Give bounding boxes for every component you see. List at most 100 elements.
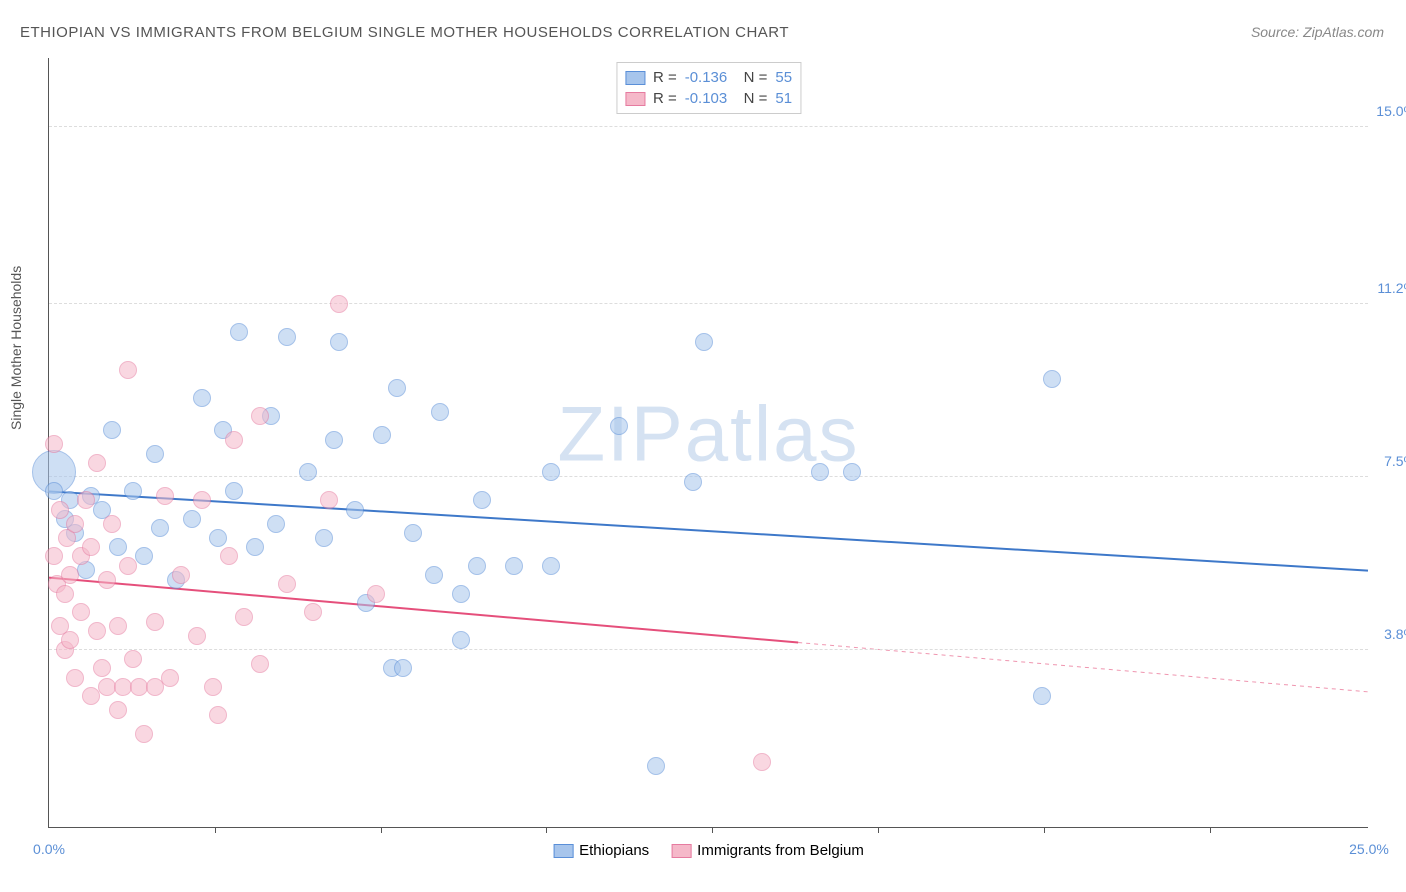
data-point bbox=[452, 631, 470, 649]
data-point bbox=[98, 571, 116, 589]
plot-area: ZIPatlas R = -0.136 N = 55R = -0.103 N =… bbox=[48, 58, 1368, 828]
data-point bbox=[811, 463, 829, 481]
data-point bbox=[278, 575, 296, 593]
chart-title: ETHIOPIAN VS IMMIGRANTS FROM BELGIUM SIN… bbox=[20, 24, 789, 41]
stats-r-value: -0.136 bbox=[685, 69, 728, 86]
data-point bbox=[66, 515, 84, 533]
data-point bbox=[251, 407, 269, 425]
legend: Ethiopians Immigrants from Belgium bbox=[553, 842, 864, 859]
data-point bbox=[66, 669, 84, 687]
data-point bbox=[299, 463, 317, 481]
legend-label: Immigrants from Belgium bbox=[697, 842, 864, 859]
data-point bbox=[320, 491, 338, 509]
data-point bbox=[45, 435, 63, 453]
data-point bbox=[394, 659, 412, 677]
data-point bbox=[373, 426, 391, 444]
data-point bbox=[684, 473, 702, 491]
data-point bbox=[204, 678, 222, 696]
data-point bbox=[82, 687, 100, 705]
x-tick bbox=[712, 827, 713, 833]
data-point bbox=[346, 501, 364, 519]
legend-swatch bbox=[671, 844, 691, 858]
data-point bbox=[146, 678, 164, 696]
data-point bbox=[315, 529, 333, 547]
data-point bbox=[109, 617, 127, 635]
data-point bbox=[56, 585, 74, 603]
gridline bbox=[49, 476, 1368, 477]
data-point bbox=[119, 557, 137, 575]
data-point bbox=[161, 669, 179, 687]
data-point bbox=[542, 557, 560, 575]
data-point bbox=[109, 701, 127, 719]
data-point bbox=[51, 501, 69, 519]
legend-swatch bbox=[553, 844, 573, 858]
stats-n-label: N = bbox=[735, 90, 767, 107]
data-point bbox=[278, 328, 296, 346]
data-point bbox=[235, 608, 253, 626]
data-point bbox=[225, 482, 243, 500]
data-point bbox=[124, 650, 142, 668]
data-point bbox=[325, 431, 343, 449]
data-point bbox=[146, 613, 164, 631]
data-point bbox=[124, 482, 142, 500]
stats-n-value: 55 bbox=[775, 69, 792, 86]
x-tick bbox=[215, 827, 216, 833]
data-point bbox=[468, 557, 486, 575]
data-point bbox=[452, 585, 470, 603]
data-point bbox=[330, 295, 348, 313]
data-point bbox=[103, 421, 121, 439]
data-point bbox=[404, 524, 422, 542]
data-point bbox=[193, 491, 211, 509]
stats-row: R = -0.103 N = 51 bbox=[625, 88, 792, 109]
data-point bbox=[225, 431, 243, 449]
data-point bbox=[425, 566, 443, 584]
data-point bbox=[647, 757, 665, 775]
stats-row: R = -0.136 N = 55 bbox=[625, 67, 792, 88]
trend-lines-svg bbox=[49, 58, 1368, 827]
data-point bbox=[103, 515, 121, 533]
y-axis-label: Single Mother Households bbox=[8, 266, 24, 430]
y-tick-label: 7.5% bbox=[1384, 453, 1406, 469]
data-point bbox=[146, 445, 164, 463]
data-point bbox=[753, 753, 771, 771]
data-point bbox=[388, 379, 406, 397]
data-point bbox=[109, 538, 127, 556]
data-point bbox=[82, 538, 100, 556]
legend-label: Ethiopians bbox=[579, 842, 649, 859]
data-point bbox=[135, 547, 153, 565]
y-tick-label: 15.0% bbox=[1376, 103, 1406, 119]
data-point bbox=[183, 510, 201, 528]
data-point bbox=[72, 603, 90, 621]
x-tick-label: 0.0% bbox=[33, 841, 65, 857]
data-point bbox=[93, 659, 111, 677]
x-tick bbox=[381, 827, 382, 833]
data-point bbox=[695, 333, 713, 351]
data-point bbox=[220, 547, 238, 565]
data-point bbox=[473, 491, 491, 509]
data-point bbox=[156, 487, 174, 505]
data-point bbox=[61, 566, 79, 584]
data-point bbox=[246, 538, 264, 556]
data-point bbox=[77, 491, 95, 509]
x-tick-label: 25.0% bbox=[1349, 841, 1389, 857]
y-tick-label: 11.2% bbox=[1377, 280, 1406, 296]
gridline bbox=[49, 303, 1368, 304]
data-point bbox=[188, 627, 206, 645]
data-point bbox=[209, 706, 227, 724]
stats-r-label: R = bbox=[653, 69, 677, 86]
y-tick-label: 3.8% bbox=[1384, 626, 1406, 642]
source-label: Source: ZipAtlas.com bbox=[1251, 24, 1384, 40]
stats-box: R = -0.136 N = 55R = -0.103 N = 51 bbox=[616, 62, 801, 114]
stats-r-value: -0.103 bbox=[685, 90, 728, 107]
data-point bbox=[135, 725, 153, 743]
stats-n-value: 51 bbox=[775, 90, 792, 107]
data-point bbox=[230, 323, 248, 341]
data-point bbox=[119, 361, 137, 379]
x-tick bbox=[1044, 827, 1045, 833]
gridline bbox=[49, 649, 1368, 650]
stats-r-label: R = bbox=[653, 90, 677, 107]
data-point bbox=[1033, 687, 1051, 705]
data-point bbox=[610, 417, 628, 435]
legend-item: Immigrants from Belgium bbox=[671, 842, 864, 859]
stats-n-label: N = bbox=[735, 69, 767, 86]
